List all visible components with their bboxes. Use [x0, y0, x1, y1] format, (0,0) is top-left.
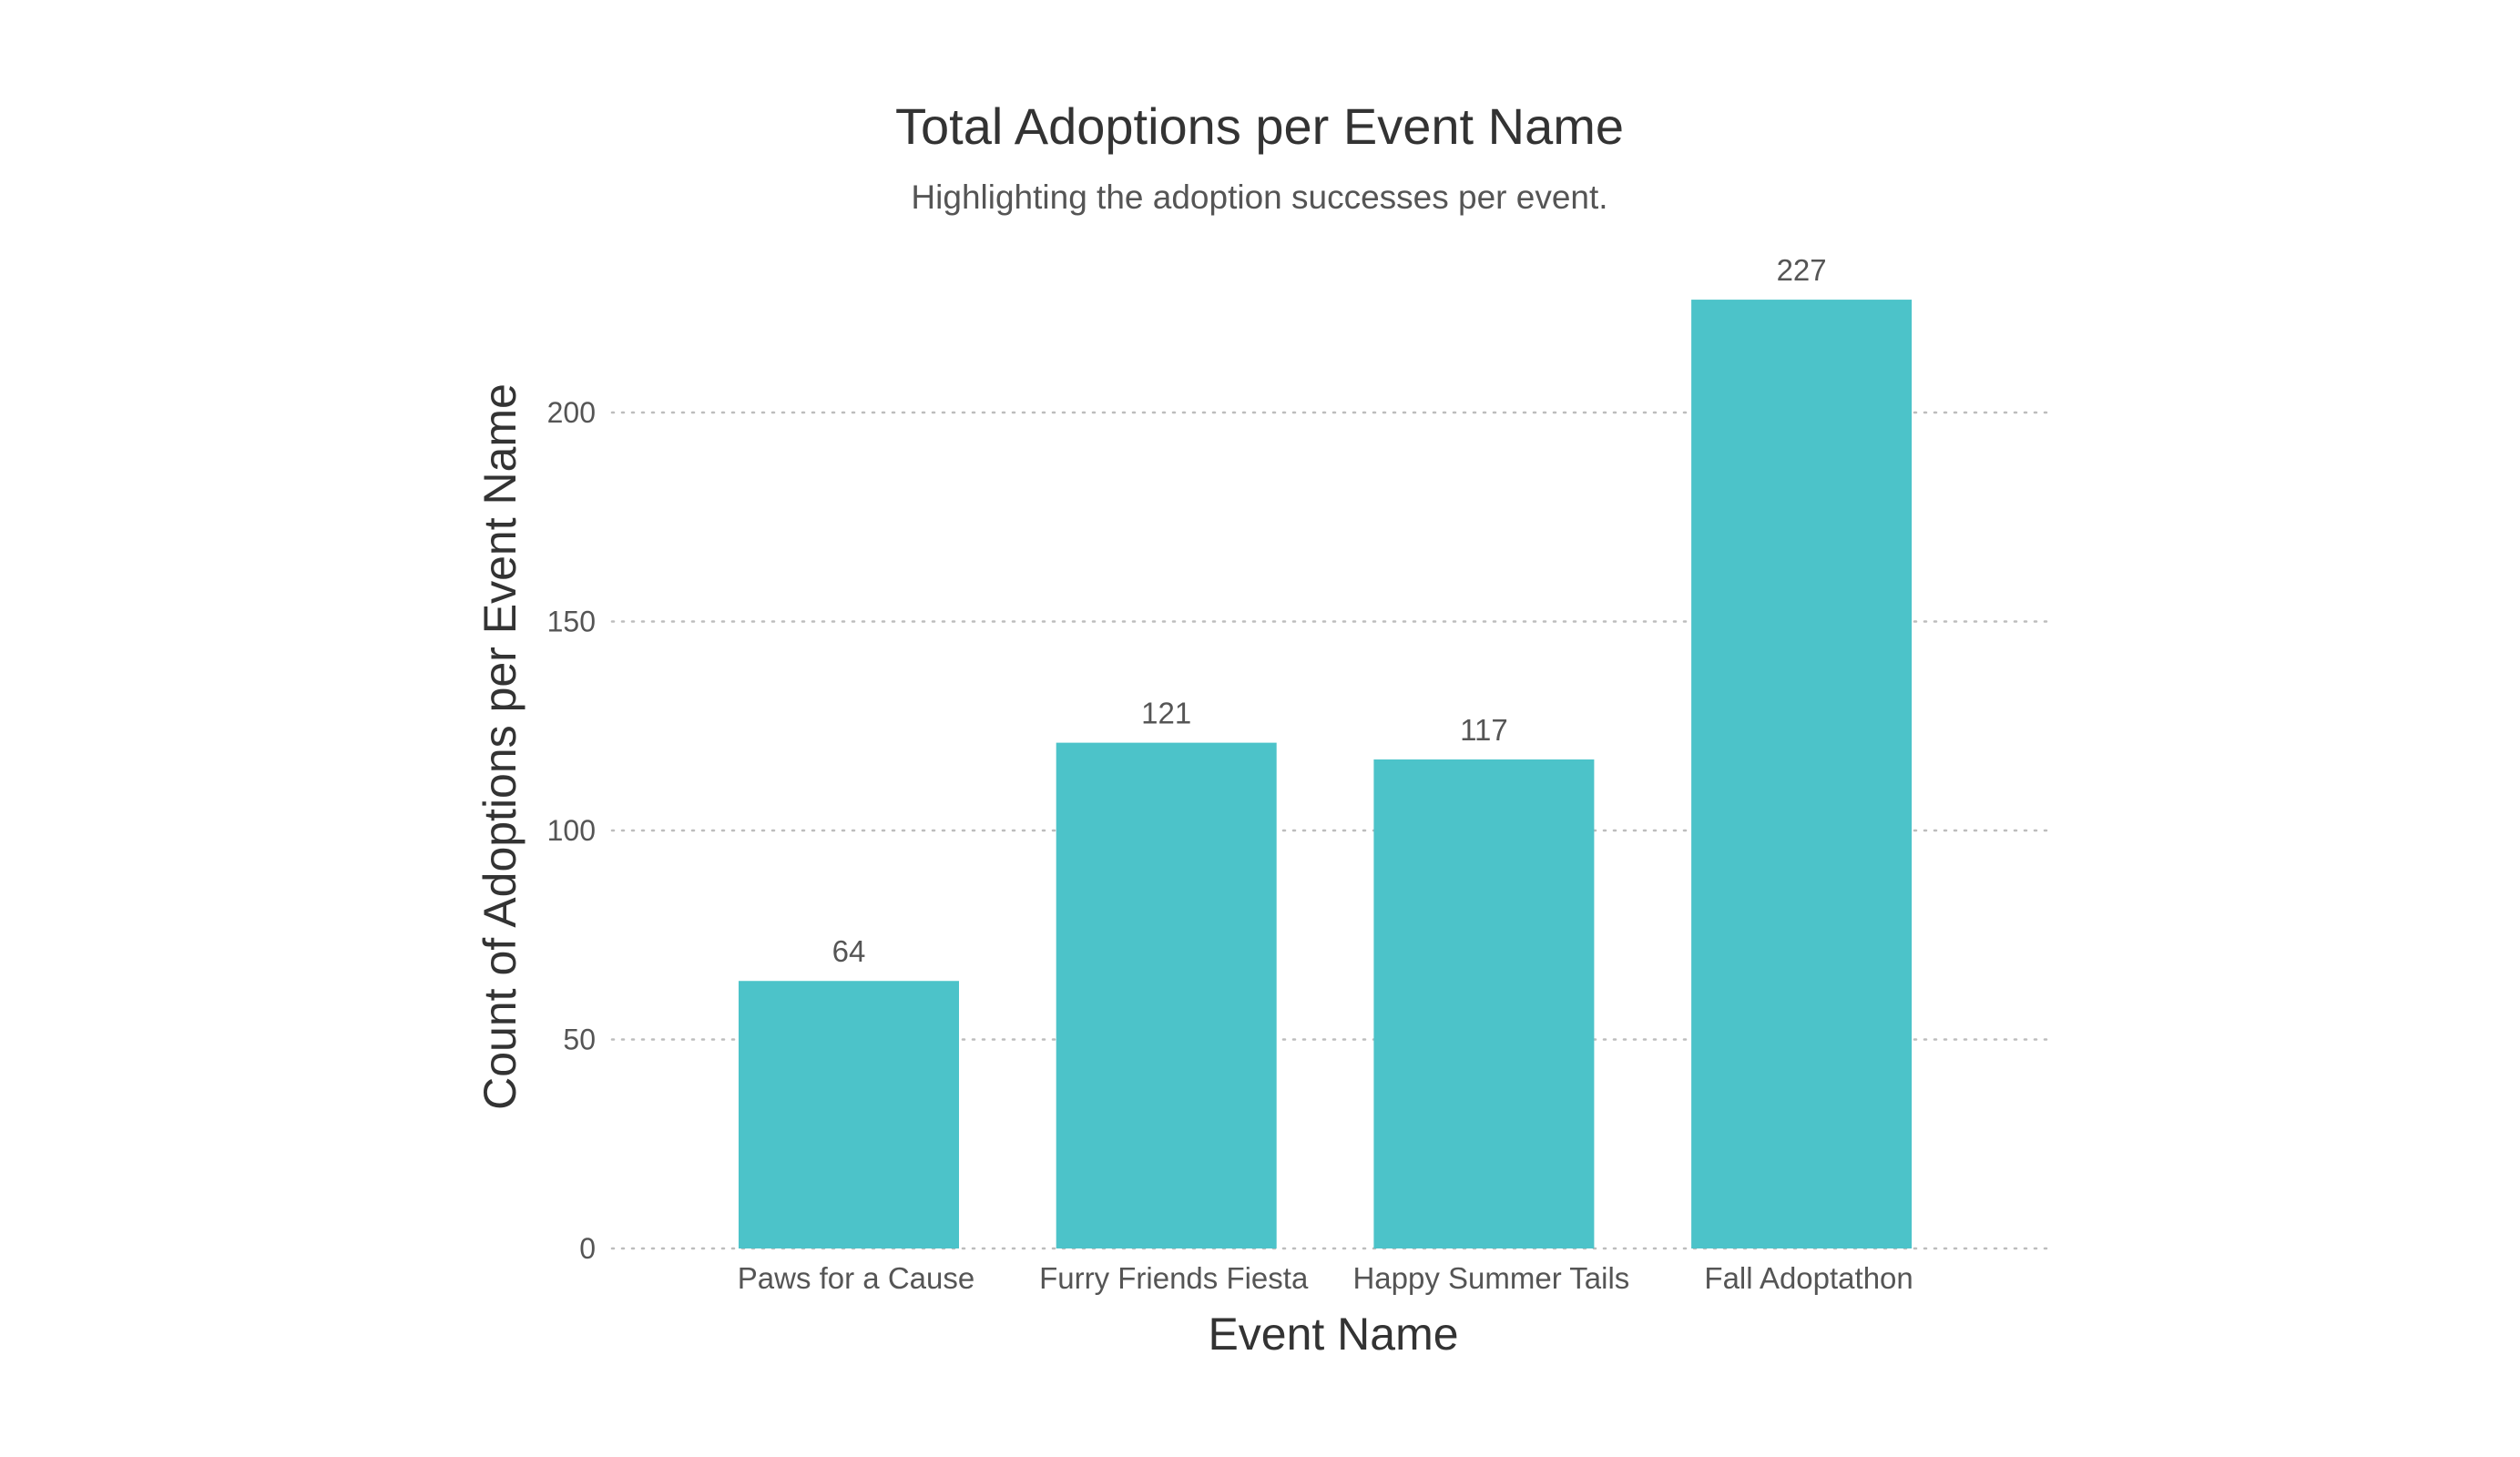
- data-label: 64: [832, 934, 866, 968]
- x-tick-label: Furry Friends Fiesta: [1039, 1261, 1309, 1295]
- bar: [739, 981, 959, 1248]
- x-tick-label: Fall Adoptathon: [1704, 1261, 1913, 1295]
- chart-title: Total Adoptions per Event Name: [895, 97, 1624, 155]
- bar: [1056, 742, 1277, 1248]
- bar: [1691, 300, 1913, 1248]
- y-tick-label: 100: [547, 814, 596, 847]
- y-tick-label: 50: [563, 1024, 596, 1056]
- x-axis-ticks: Paws for a Cause Furry Friends Fiesta Happ…: [738, 1261, 1913, 1295]
- data-label: 227: [1777, 253, 1827, 287]
- bar: [1373, 759, 1595, 1248]
- y-axis-title: Count of Adoptions per Event Name: [474, 383, 525, 1110]
- x-axis-title: Event Name: [1208, 1309, 1458, 1360]
- chart-subtitle: Highlighting the adoption successes per …: [911, 178, 1607, 216]
- y-tick-label: 150: [547, 606, 596, 638]
- data-label: 117: [1460, 713, 1508, 747]
- x-tick-label: Paws for a Cause: [738, 1261, 974, 1295]
- data-labels: 64 121 117 227: [832, 253, 1827, 968]
- y-axis-ticks: 0 50 100 150 200: [547, 396, 596, 1265]
- y-tick-label: 0: [579, 1232, 596, 1265]
- data-label: 121: [1141, 697, 1191, 730]
- bars: [739, 300, 1913, 1248]
- x-tick-label: Happy Summer Tails: [1352, 1261, 1629, 1295]
- y-tick-label: 200: [547, 396, 596, 429]
